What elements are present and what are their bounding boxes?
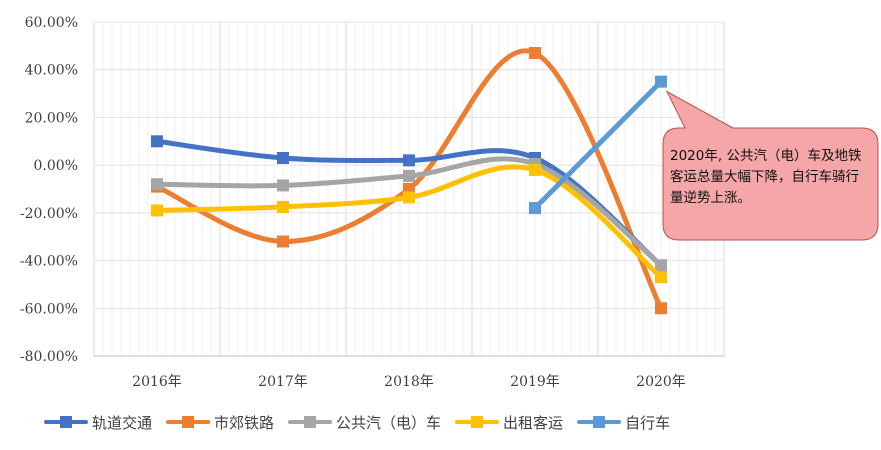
data-point [655,302,667,315]
y-tick-label: 20.00% [25,110,78,126]
y-tick-label: -60.00% [20,301,78,317]
legend-item-4: 出租客运 [455,412,563,433]
legend-swatch-icon [166,415,211,429]
x-axis: 2016年 2017年 2018年 2019年 2020年 [132,374,686,390]
data-point [403,154,415,167]
data-point [529,202,541,215]
data-point [529,47,541,60]
y-tick-label: -80.00% [20,349,78,365]
legend-item-5: 自行车 [577,412,670,433]
data-point [151,135,163,148]
plot-grid [93,21,725,357]
x-tick-label: 2017年 [258,374,308,390]
series-group [151,47,667,315]
legend-label: 轨道交通 [92,413,153,432]
legend: 轨道交通 市郊铁路 公共汽（电）车 出租客运 自行车 [44,409,684,435]
series-line [532,79,664,211]
legend-swatch-icon [577,415,622,429]
legend-swatch-icon [288,415,333,429]
data-point [151,204,163,217]
y-tick-label: -20.00% [20,206,78,222]
y-axis: 60.00% 40.00% 20.00% 0.00% -20.00% -40.00% -60… [20,15,78,365]
series-4 [151,163,667,284]
y-tick-label: 60.00% [25,15,78,31]
legend-label: 市郊铁路 [214,413,275,432]
data-point [403,169,415,182]
series-5 [529,75,667,215]
x-tick-label: 2018年 [384,374,434,390]
data-point [655,75,667,88]
x-tick-label: 2016年 [132,374,182,390]
y-tick-label: 0.00% [34,158,78,174]
data-point [277,200,289,213]
annotation-text: 2020年, 公共汽（电）车及地铁客运总量大幅下降，自行车骑行量逆势上涨。 [670,148,862,206]
legend-swatch-icon [44,415,88,429]
legend-label: 公共汽（电）车 [336,413,442,432]
y-tick-label: 40.00% [25,63,78,79]
data-point [277,235,289,248]
legend-item-1: 轨道交通 [44,412,152,433]
x-tick-label: 2019年 [510,374,560,390]
legend-swatch-icon [455,415,500,429]
data-point [151,178,163,191]
y-tick-label: -40.00% [20,254,78,270]
data-point [277,179,289,192]
data-point [277,151,289,164]
legend-label: 出租客运 [503,413,564,432]
data-point [655,271,667,284]
data-point [655,259,667,272]
series-line [154,48,664,311]
data-point [529,163,541,176]
annotation-callout [662,90,879,241]
legend-item-3: 公共汽（电）车 [288,412,441,433]
data-point [403,191,415,204]
annotation-bubble [662,90,879,241]
legend-item-2: 市郊铁路 [166,412,274,433]
legend-label: 自行车 [625,413,671,432]
x-tick-label: 2020年 [636,374,686,390]
